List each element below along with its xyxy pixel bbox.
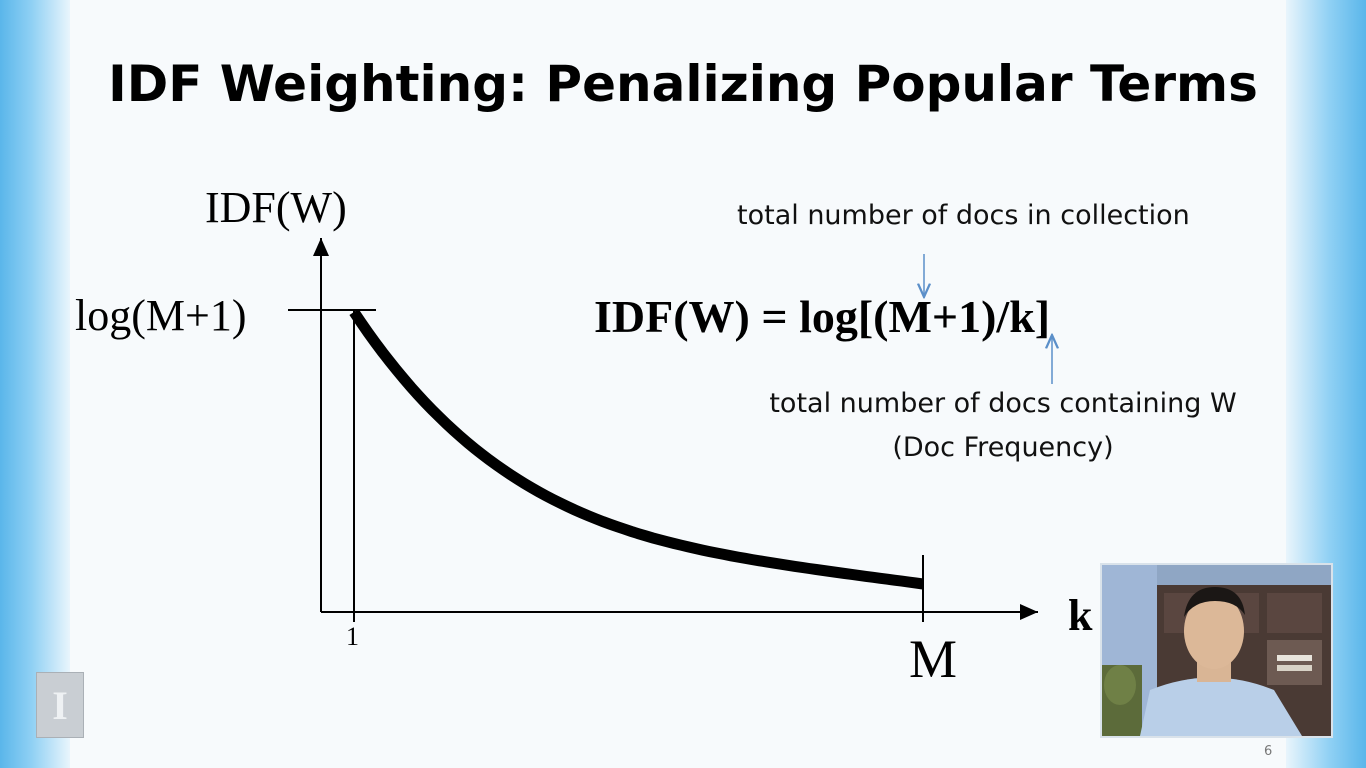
annotation-doc-frequency: total number of docs containing W (Doc F… <box>738 382 1268 470</box>
annotation-doc-frequency-label: (Doc Frequency) <box>892 432 1114 463</box>
university-logo: I <box>36 672 84 738</box>
idf-curve <box>349 308 924 590</box>
left-decoration <box>0 0 70 768</box>
logo-letter: I <box>52 682 68 728</box>
page-number: 6 <box>1264 744 1273 759</box>
y-max-label: log(M+1) <box>75 291 247 340</box>
webcam-video <box>1100 563 1333 738</box>
x-axis-label: k <box>1068 591 1093 640</box>
presenter-video-image <box>1102 565 1331 736</box>
x-tick-one: 1 <box>346 622 359 651</box>
y-axis-label: IDF(W) <box>205 183 347 232</box>
annotation-total-docs: total number of docs in collection <box>737 200 1190 231</box>
idf-formula: IDF(W) = log[(M+1)/k] <box>594 291 1051 342</box>
slide-title: IDF Weighting: Penalizing Popular Terms <box>108 55 1258 113</box>
annotation-docs-containing: total number of docs containing W <box>769 388 1237 419</box>
x-tick-m: M <box>909 629 958 689</box>
